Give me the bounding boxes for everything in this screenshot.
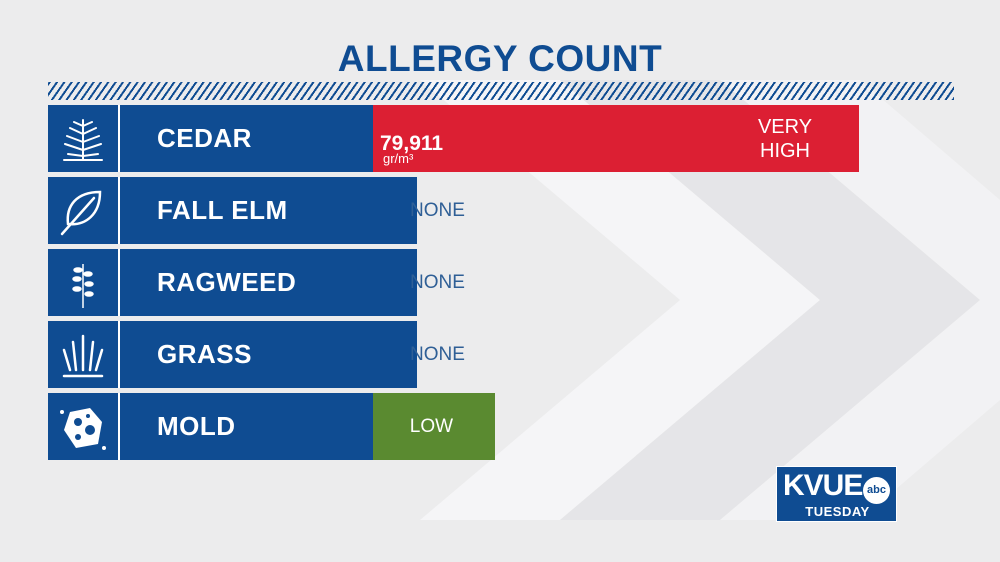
level-bar (373, 177, 385, 244)
category-label: MOLD (157, 411, 236, 441)
category-label-box: MOLD (120, 393, 417, 460)
level-bar (373, 393, 495, 460)
level-label: NONE (410, 344, 465, 365)
level-label: NONE (410, 272, 465, 293)
leaf-icon (48, 177, 120, 244)
category-label: CEDAR (157, 123, 252, 153)
chart-title: ALLERGY COUNT (337, 38, 663, 79)
hatch-divider (48, 82, 954, 100)
station-name: KVUE (783, 469, 863, 502)
allergy-row: RAGWEED NONE (48, 249, 954, 316)
network-logo: abc (863, 477, 890, 504)
level-bar (373, 321, 385, 388)
count-unit: gr/m³ (383, 151, 414, 166)
level-bar: 79,911 gr/m³ VERY HIGH (373, 105, 859, 172)
category-label-box: FALL ELM (120, 177, 417, 244)
count-value: 79,911 (380, 132, 444, 155)
allergy-row: MOLD LOW (48, 393, 954, 460)
day-label: TUESDAY (805, 504, 870, 519)
category-label: FALL ELM (157, 195, 288, 225)
grass-icon (48, 321, 120, 388)
allergy-row: CEDAR 79,911 gr/m³ VERY HIGH (48, 105, 954, 172)
allergy-row: FALL ELM NONE (48, 177, 954, 244)
category-label-box: CEDAR (120, 105, 417, 172)
category-label-box: RAGWEED (120, 249, 417, 316)
level-bar (373, 249, 385, 316)
cedar-tree-icon (48, 105, 120, 172)
category-label: GRASS (157, 339, 252, 369)
allergy-row: GRASS NONE (48, 321, 954, 388)
level-label: LOW (409, 416, 454, 437)
level-label: NONE (410, 200, 465, 221)
level-label: VERY HIGH (757, 116, 813, 162)
category-label-box: GRASS (120, 321, 417, 388)
category-label: RAGWEED (157, 267, 297, 297)
mold-spore-icon (48, 393, 120, 460)
station-logo: KVUE abc TUESDAY (776, 466, 897, 522)
ragweed-icon (48, 249, 120, 316)
